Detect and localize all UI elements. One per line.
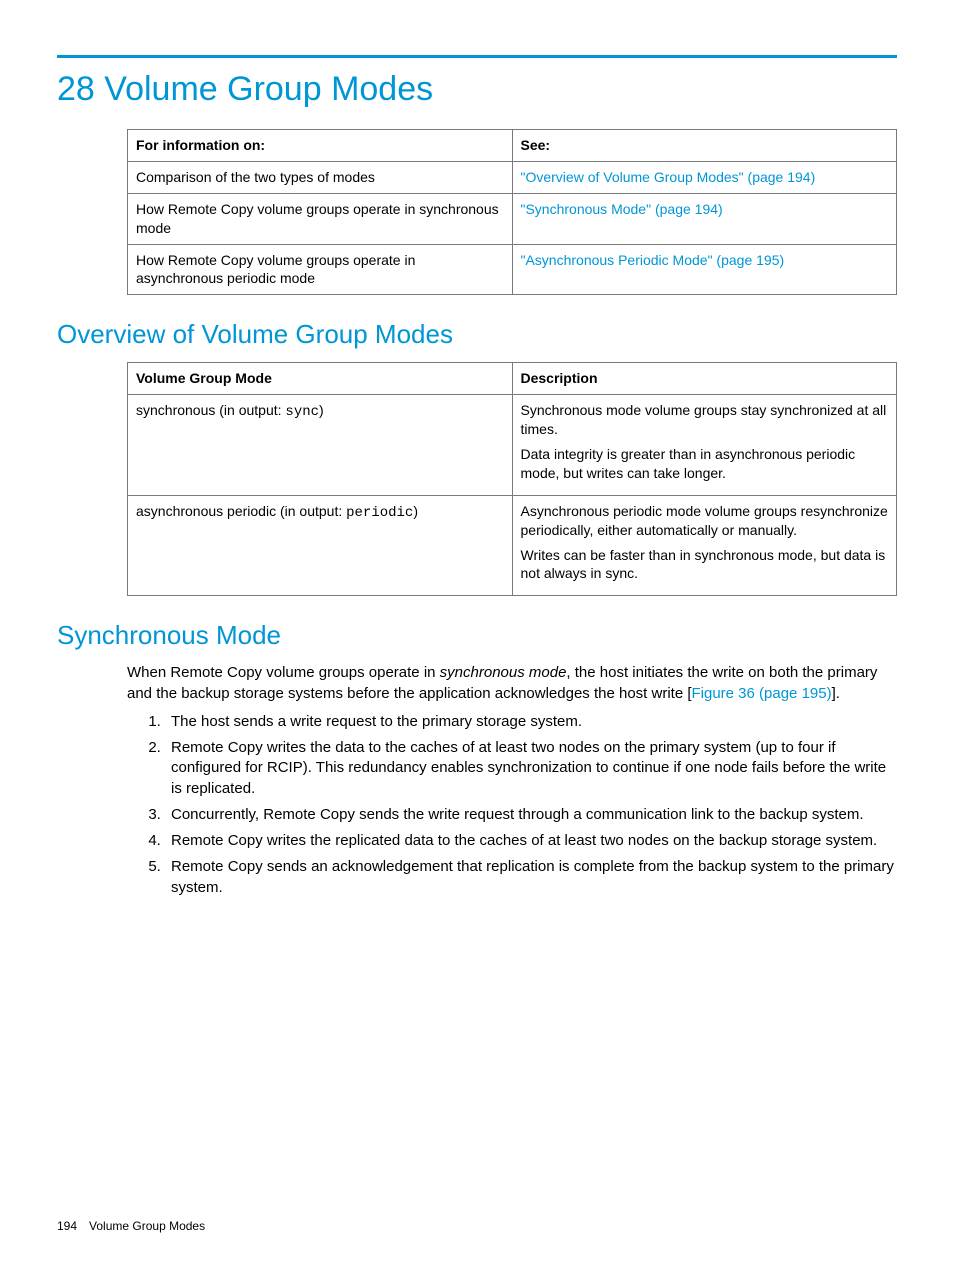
- mode-prefix: asynchronous periodic (in output:: [136, 503, 346, 519]
- nav-link[interactable]: "Synchronous Mode" (page 194): [521, 201, 723, 217]
- mode-desc-cell: Synchronous mode volume groups stay sync…: [512, 395, 897, 496]
- nav-row: How Remote Copy volume groups operate in…: [128, 193, 897, 244]
- sync-intro-link[interactable]: Figure 36 (page 195): [692, 685, 832, 702]
- modes-row: asynchronous periodic (in output: period…: [128, 495, 897, 596]
- nav-link[interactable]: "Asynchronous Periodic Mode" (page 195): [521, 252, 785, 268]
- sync-intro-post: ].: [832, 685, 840, 702]
- sync-step: The host sends a write request to the pr…: [165, 712, 897, 732]
- nav-table-wrapper: For information on: See: Comparison of t…: [127, 129, 897, 295]
- mode-suffix: ): [413, 503, 418, 519]
- modes-table: Volume Group Mode Description synchronou…: [127, 362, 897, 596]
- mode-desc-cell: Asynchronous periodic mode volume groups…: [512, 495, 897, 596]
- footer-chapter-label: Volume Group Modes: [89, 1219, 205, 1233]
- mode-prefix: synchronous (in output:: [136, 402, 285, 418]
- nav-link[interactable]: "Overview of Volume Group Modes" (page 1…: [521, 169, 816, 185]
- modes-header-desc: Description: [512, 363, 897, 395]
- chapter-title: 28 Volume Group Modes: [57, 70, 897, 109]
- sync-intro-em: synchronous mode: [440, 664, 567, 681]
- page-container: 28 Volume Group Modes For information on…: [0, 0, 954, 1271]
- top-rule: [57, 55, 897, 58]
- section-sync-heading: Synchronous Mode: [57, 620, 897, 651]
- section-overview-heading: Overview of Volume Group Modes: [57, 319, 897, 350]
- nav-see-cell: "Synchronous Mode" (page 194): [512, 193, 897, 244]
- nav-info-cell: How Remote Copy volume groups operate in…: [128, 193, 513, 244]
- chapter-name: Volume Group Modes: [104, 70, 433, 108]
- modes-row: synchronous (in output: sync) Synchronou…: [128, 395, 897, 496]
- sync-step: Remote Copy sends an acknowledgement tha…: [165, 857, 897, 898]
- page-footer: 194 Volume Group Modes: [57, 1219, 205, 1233]
- nav-header-see: See:: [512, 130, 897, 162]
- nav-see-cell: "Overview of Volume Group Modes" (page 1…: [512, 161, 897, 193]
- mode-desc-p1: Synchronous mode volume groups stay sync…: [521, 401, 889, 439]
- mode-name-cell: asynchronous periodic (in output: period…: [128, 495, 513, 596]
- modes-header-mode: Volume Group Mode: [128, 363, 513, 395]
- nav-see-cell: "Asynchronous Periodic Mode" (page 195): [512, 244, 897, 295]
- mode-desc-p2: Writes can be faster than in synchronous…: [521, 546, 889, 584]
- mode-suffix: ): [319, 402, 324, 418]
- sync-intro-pre: When Remote Copy volume groups operate i…: [127, 664, 440, 681]
- nav-header-info: For information on:: [128, 130, 513, 162]
- mode-desc-p2: Data integrity is greater than in asynch…: [521, 445, 889, 483]
- mode-name-cell: synchronous (in output: sync): [128, 395, 513, 496]
- chapter-number: 28: [57, 70, 95, 108]
- sync-step: Concurrently, Remote Copy sends the writ…: [165, 805, 897, 825]
- sync-step: Remote Copy writes the replicated data t…: [165, 831, 897, 851]
- mode-desc-p1: Asynchronous periodic mode volume groups…: [521, 502, 889, 540]
- navigation-table: For information on: See: Comparison of t…: [127, 129, 897, 295]
- nav-row: How Remote Copy volume groups operate in…: [128, 244, 897, 295]
- nav-row: Comparison of the two types of modes "Ov…: [128, 161, 897, 193]
- sync-body: When Remote Copy volume groups operate i…: [127, 663, 897, 898]
- sync-steps-list: The host sends a write request to the pr…: [127, 712, 897, 898]
- mode-code: periodic: [346, 505, 413, 521]
- page-number: 194: [57, 1219, 77, 1233]
- modes-table-wrapper: Volume Group Mode Description synchronou…: [127, 362, 897, 596]
- mode-code: sync: [285, 404, 319, 420]
- sync-intro: When Remote Copy volume groups operate i…: [127, 663, 897, 704]
- sync-step: Remote Copy writes the data to the cache…: [165, 738, 897, 799]
- nav-info-cell: Comparison of the two types of modes: [128, 161, 513, 193]
- nav-info-cell: How Remote Copy volume groups operate in…: [128, 244, 513, 295]
